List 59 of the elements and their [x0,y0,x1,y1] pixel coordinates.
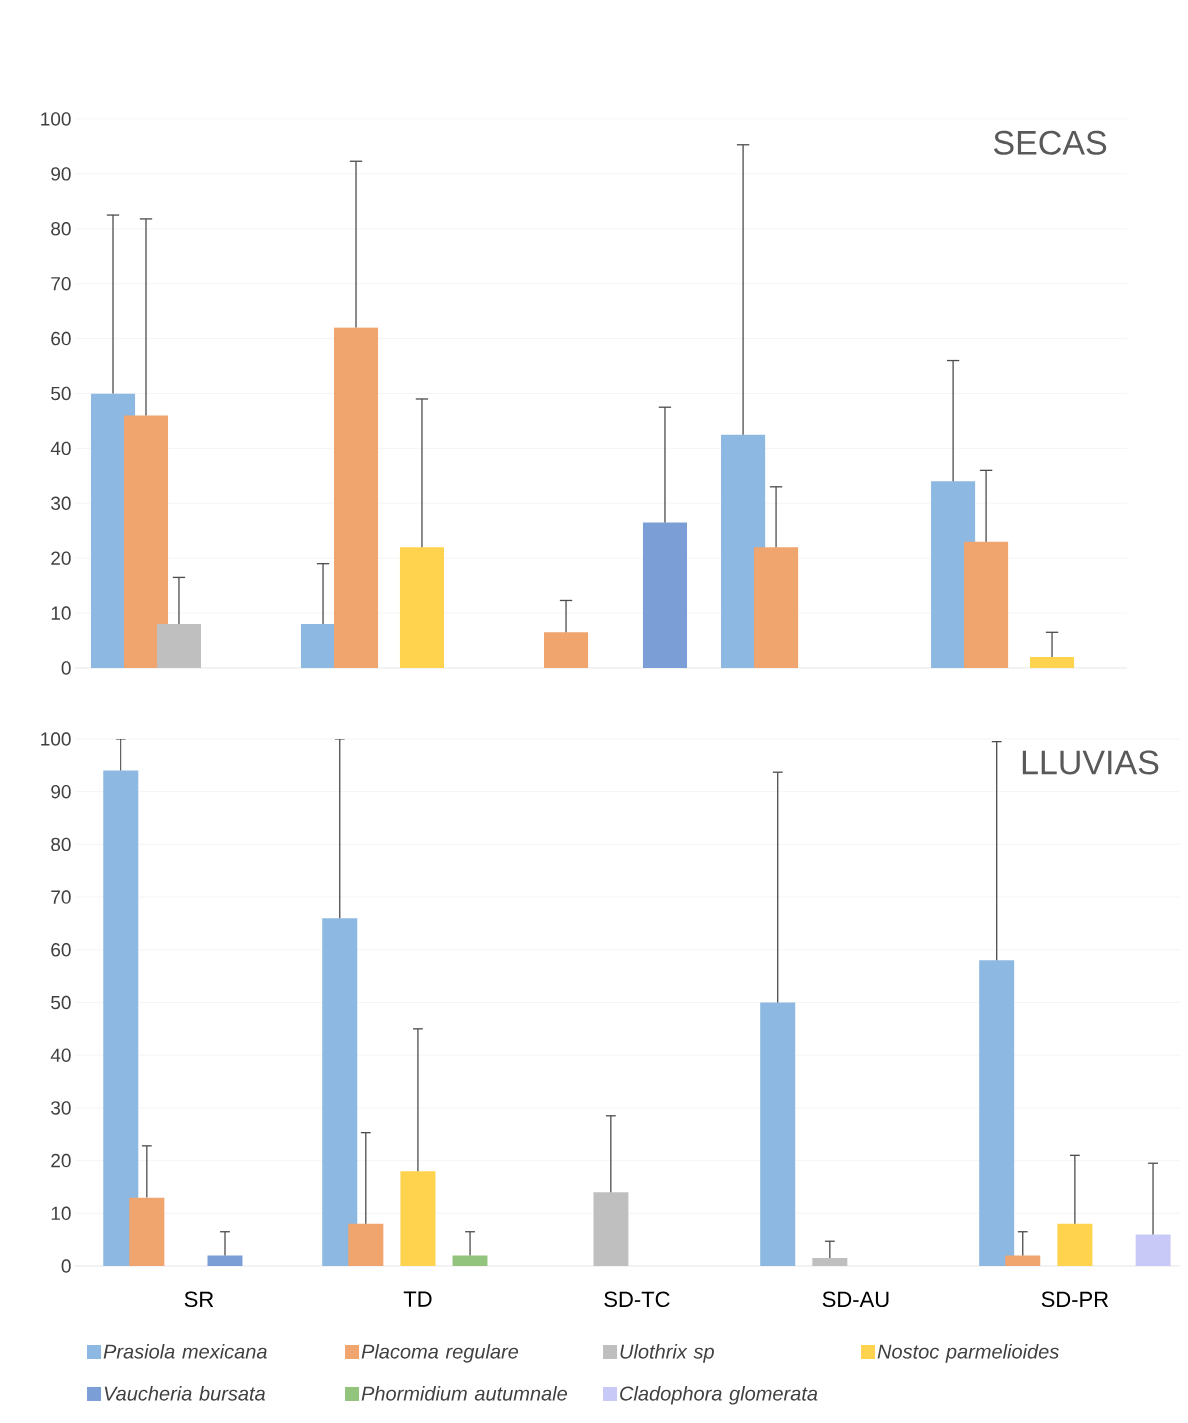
bar [123,415,169,668]
y-tick-label: 30 [51,1101,71,1115]
bar [593,1192,629,1266]
y-tick-label: 10 [51,1206,71,1221]
y-tick-label: 40 [50,441,71,456]
legend-label: Cladophora glomerata [620,1385,818,1405]
bar [399,547,445,668]
y-tick-label: 0 [61,661,71,675]
bar [103,770,139,1266]
bar [452,1255,488,1266]
legend-label: Prasiola mexicana [103,1343,267,1359]
y-tick-label: 40 [50,1048,71,1062]
bar [812,1258,848,1266]
y-tick-label: 30 [51,496,71,511]
y-tick-label: 50 [51,995,71,1010]
x-tick-label: SD-AU [822,1291,889,1308]
x-tick-label: SR [184,1291,214,1308]
bar [322,918,358,1266]
x-tick-label: TD [403,1291,432,1307]
y-tick-label: 100 [41,112,71,126]
y-tick-label: 100 [41,732,71,746]
y-tick-label: 80 [51,837,71,852]
y-tick-label: 90 [51,167,71,181]
bar [642,522,688,668]
bar [760,1002,796,1266]
bar [156,624,202,668]
y-tick-label: 70 [51,276,71,291]
bar [543,632,589,668]
y-tick-label: 60 [51,331,71,346]
y-tick-label: 20 [51,1153,71,1168]
y-tick-label: 0 [61,1259,71,1273]
bar [400,1171,436,1266]
chart-title: LLUVIAS [1022,750,1159,775]
bar [1005,1255,1041,1266]
bar [964,541,1009,668]
bar [1029,657,1075,668]
bar [207,1255,243,1266]
y-tick-label: 80 [51,222,71,236]
bar [754,547,799,668]
bar [1135,1234,1171,1266]
y-tick-label: 10 [51,606,71,620]
x-tick-label: SD-PR [1041,1291,1109,1308]
y-tick-label: 60 [51,943,71,957]
y-tick-label: 70 [51,890,71,904]
legend-label: Nostoc parmelioides [877,1343,1059,1363]
bar [129,1197,165,1266]
legend-label: Phormidium autumnale [361,1385,568,1401]
bar [1057,1223,1093,1266]
x-tick-label: SD-TC [604,1291,670,1308]
y-tick-label: 20 [51,551,71,565]
y-tick-label: 50 [51,386,71,401]
chart-title: SECAS [993,130,1107,155]
legend-label: Ulothrix sp [620,1343,714,1363]
bar [348,1223,384,1266]
y-tick-label: 90 [51,784,71,799]
bar [333,327,379,668]
legend-label: Vaucheria bursata [104,1385,266,1401]
bar [979,960,1015,1266]
legend-label: Placoma regulare [361,1343,519,1363]
